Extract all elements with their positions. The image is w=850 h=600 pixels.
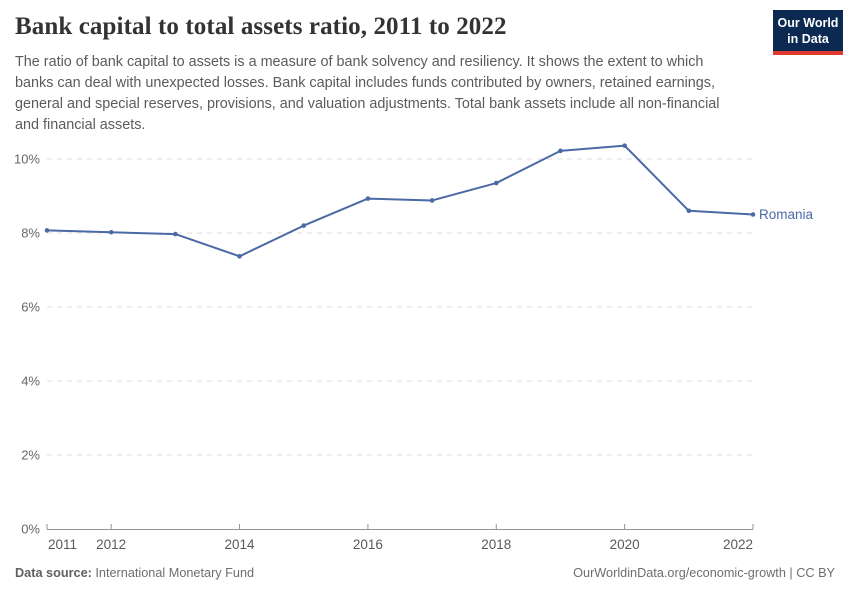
data-point[interactable] bbox=[429, 198, 435, 203]
data-point[interactable] bbox=[686, 208, 692, 214]
page-title: Bank capital to total assets ratio, 2011… bbox=[15, 13, 507, 40]
line-series-romania[interactable] bbox=[46, 144, 754, 258]
y-axis-tick-label: 10% bbox=[14, 152, 40, 167]
chart-footer: Data source: International Monetary Fund… bbox=[15, 566, 835, 580]
data-point[interactable] bbox=[237, 254, 242, 259]
data-source-label: Data source: bbox=[15, 566, 92, 580]
data-point[interactable] bbox=[44, 228, 50, 233]
owid-logo-line1: Our World bbox=[777, 15, 839, 30]
owid-logo-line2: in Data bbox=[787, 31, 829, 46]
data-source-value: International Monetary Fund bbox=[95, 566, 255, 580]
y-axis-tick-label: 4% bbox=[21, 374, 40, 389]
data-point[interactable] bbox=[365, 196, 371, 201]
x-axis-tick-label: 2011 bbox=[48, 537, 77, 552]
data-point[interactable] bbox=[301, 223, 307, 228]
y-axis-tick-label: 2% bbox=[21, 448, 40, 463]
x-axis-tick-label: 2020 bbox=[610, 537, 640, 552]
credit-link[interactable]: OurWorldinData.org/economic-growth | CC … bbox=[573, 566, 835, 580]
y-axis-tick-label: 8% bbox=[21, 226, 40, 241]
x-axis-tick-label: 2022 bbox=[723, 537, 753, 552]
x-axis-tick-label: 2014 bbox=[225, 537, 256, 552]
series-end-label: Romania bbox=[759, 207, 814, 222]
owid-logo[interactable]: Our World in Data bbox=[773, 10, 843, 55]
y-axis-tick-label: 0% bbox=[21, 522, 40, 537]
x-axis-tick-label: 2018 bbox=[481, 537, 511, 552]
data-point[interactable] bbox=[173, 231, 178, 237]
data-source: Data source: International Monetary Fund bbox=[15, 566, 254, 580]
chart-canvas[interactable]: 0% 2% 4% 6% 8% 10% 2011 2012 2014 2016 2018 2020 202… bbox=[0, 130, 850, 562]
data-point[interactable] bbox=[493, 180, 499, 186]
x-axis-tick-label: 2012 bbox=[96, 537, 126, 552]
data-point[interactable] bbox=[750, 212, 756, 217]
y-axis-tick-label: 6% bbox=[21, 300, 40, 315]
data-point[interactable] bbox=[558, 148, 563, 154]
x-axis-tick-label: 2016 bbox=[353, 537, 383, 552]
chart-subtitle: The ratio of bank capital to assets is a… bbox=[15, 54, 720, 133]
data-point[interactable] bbox=[622, 143, 627, 148]
data-point[interactable] bbox=[108, 229, 114, 235]
